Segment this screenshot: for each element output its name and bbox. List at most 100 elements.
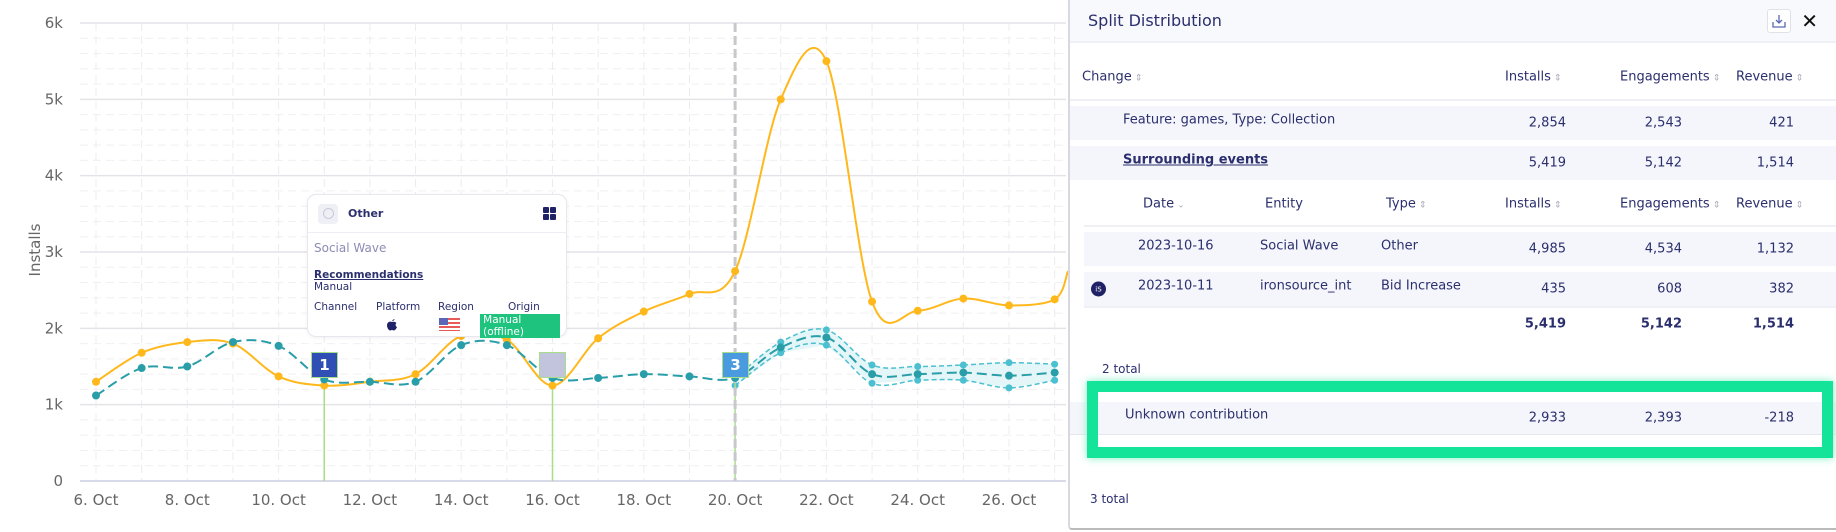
region-label: Region bbox=[438, 301, 474, 313]
row-installs: 4,985 bbox=[1528, 241, 1566, 257]
data-point-baseline bbox=[685, 372, 694, 381]
row-entity: ironsource_int bbox=[1260, 278, 1352, 294]
total-count: 3 total bbox=[1090, 492, 1129, 506]
event-marker-3[interactable]: 3 bbox=[722, 352, 749, 378]
download-icon[interactable] bbox=[1767, 8, 1792, 33]
forecast-bound-line bbox=[734, 328, 1055, 379]
header-installs[interactable]: Installs ⇕ bbox=[1505, 69, 1562, 85]
close-icon[interactable]: ✕ bbox=[1801, 8, 1818, 33]
subheader-date[interactable]: Date ⌄ bbox=[1143, 196, 1185, 212]
us-flag-icon bbox=[427, 318, 480, 334]
x-tick-label: 26. Oct bbox=[982, 491, 1037, 509]
subheader-type[interactable]: Type ⇕ bbox=[1386, 196, 1427, 212]
row-label: Unknown contribution bbox=[1125, 407, 1269, 423]
header-revenue[interactable]: Revenue ⇕ bbox=[1736, 69, 1804, 85]
table-row[interactable]: Feature: games, Type: Collection 2,854 2… bbox=[1070, 106, 1836, 140]
subheader-installs[interactable]: Installs ⇕ bbox=[1505, 196, 1562, 212]
surrounding-events-link[interactable]: Surrounding events bbox=[1123, 152, 1269, 168]
row-label: Feature: games, Type: Collection bbox=[1123, 112, 1336, 128]
event-marker-1[interactable]: 1 bbox=[311, 352, 338, 378]
event-marker-2[interactable] bbox=[539, 352, 566, 378]
row-installs: 5,419 bbox=[1528, 155, 1566, 171]
data-point-actual bbox=[913, 306, 922, 315]
row-installs: 435 bbox=[1541, 281, 1566, 297]
row-engagements: 4,534 bbox=[1644, 241, 1682, 257]
row-revenue: 1,514 bbox=[1756, 155, 1794, 171]
platform-label: Platform bbox=[376, 301, 421, 313]
forecast-point bbox=[914, 363, 922, 370]
x-tick-label: 12. Oct bbox=[343, 491, 398, 509]
forecast-point bbox=[1051, 360, 1059, 368]
total-engagements: 5,142 bbox=[1640, 316, 1682, 332]
header-change[interactable]: Change ⇕ bbox=[1082, 69, 1143, 85]
split-distribution-panel: Split Distribution ✕ Change ⇕ Installs ⇕ E… bbox=[1068, 0, 1836, 530]
y-axis-label: Installs bbox=[26, 223, 44, 276]
y-tick-label: 3k bbox=[45, 243, 64, 261]
tooltip-method: Manual bbox=[314, 281, 353, 293]
y-tick-label: 1k bbox=[45, 396, 64, 414]
channel-label: Channel bbox=[314, 301, 358, 313]
apple-icon bbox=[370, 318, 427, 334]
unknown-contribution-row[interactable]: Unknown contribution 2,933 2,393 -218 bbox=[1070, 402, 1836, 435]
row-revenue: 1,132 bbox=[1756, 241, 1794, 257]
subheader-revenue[interactable]: Revenue ⇕ bbox=[1736, 196, 1804, 212]
data-point-baseline bbox=[137, 364, 146, 373]
data-point-baseline bbox=[228, 338, 237, 347]
sub-table-row[interactable]: iS 2023-10-11 ironsource_int Bid Increas… bbox=[1084, 272, 1836, 306]
data-point-actual bbox=[137, 348, 146, 357]
data-point-actual bbox=[868, 297, 877, 306]
data-point-baseline bbox=[959, 368, 968, 377]
grid-icon[interactable] bbox=[543, 207, 556, 220]
recommendations-link[interactable]: Recommendations bbox=[314, 269, 424, 281]
row-type: Bid Increase bbox=[1381, 278, 1461, 294]
subheader-engagements[interactable]: Engagements ⇕ bbox=[1620, 196, 1721, 212]
row-type: Other bbox=[1381, 238, 1418, 254]
x-tick-label: 10. Oct bbox=[251, 491, 306, 509]
data-point-baseline bbox=[1005, 371, 1013, 380]
data-point-actual bbox=[92, 377, 100, 386]
x-tick-label: 14. Oct bbox=[434, 491, 489, 509]
data-point-actual bbox=[685, 289, 694, 298]
y-tick-label: 4k bbox=[45, 167, 64, 185]
data-point-baseline bbox=[411, 377, 420, 386]
header-engagements[interactable]: Engagements ⇕ bbox=[1620, 69, 1721, 85]
forecast-bound-line bbox=[734, 342, 1055, 389]
y-tick-label: 6k bbox=[45, 14, 64, 32]
row-engagements: 2,393 bbox=[1644, 410, 1682, 426]
origin-badge: Manual (offline) bbox=[480, 314, 560, 338]
row-revenue: 382 bbox=[1769, 281, 1794, 297]
data-point-baseline bbox=[868, 370, 877, 379]
table-row[interactable]: Surrounding events 5,419 5,142 1,514 bbox=[1070, 146, 1836, 180]
forecast-point bbox=[1005, 384, 1013, 392]
origin-label: Origin bbox=[508, 301, 540, 313]
data-point-actual bbox=[548, 381, 557, 390]
data-point-baseline bbox=[1050, 368, 1059, 377]
event-tooltip: Other Social Wave Recommendations Manual… bbox=[307, 194, 567, 338]
data-point-baseline bbox=[913, 370, 922, 379]
data-point-baseline bbox=[183, 362, 192, 371]
sub-count: 2 total bbox=[1102, 362, 1141, 376]
row-installs: 2,854 bbox=[1528, 115, 1566, 131]
forecast-point bbox=[822, 326, 830, 334]
row-date: 2023-10-11 bbox=[1138, 278, 1214, 294]
row-installs: 2,933 bbox=[1528, 410, 1566, 426]
y-tick-label: 2k bbox=[45, 319, 64, 337]
data-point-actual bbox=[594, 334, 603, 343]
row-engagements: 608 bbox=[1657, 281, 1682, 297]
total-installs: 5,419 bbox=[1524, 316, 1566, 332]
data-point-baseline bbox=[822, 333, 831, 342]
entity-logo-icon bbox=[318, 203, 338, 224]
subheader-entity[interactable]: Entity bbox=[1265, 196, 1303, 212]
total-revenue: 1,514 bbox=[1752, 316, 1794, 332]
row-engagements: 2,543 bbox=[1644, 115, 1682, 131]
x-tick-label: 20. Oct bbox=[708, 491, 763, 509]
data-point-actual bbox=[411, 370, 420, 379]
data-point-actual bbox=[959, 294, 968, 303]
row-revenue: 421 bbox=[1769, 115, 1794, 131]
panel-title: Split Distribution bbox=[1088, 11, 1222, 30]
sub-table-row[interactable]: 2023-10-16 Social Wave Other 4,985 4,534… bbox=[1084, 232, 1836, 266]
x-tick-label: 16. Oct bbox=[525, 491, 580, 509]
forecast-point bbox=[1051, 376, 1059, 384]
row-revenue: -218 bbox=[1764, 410, 1794, 426]
forecast-point bbox=[868, 379, 876, 387]
